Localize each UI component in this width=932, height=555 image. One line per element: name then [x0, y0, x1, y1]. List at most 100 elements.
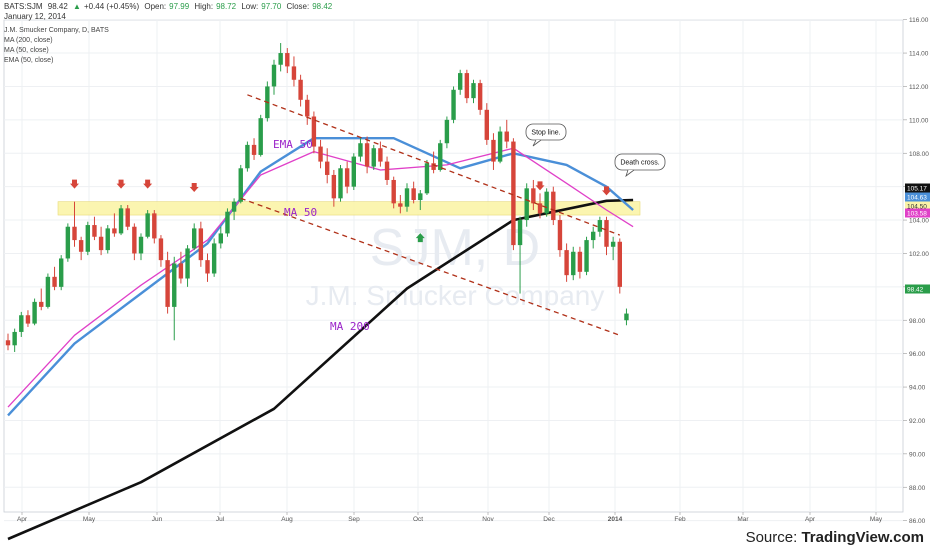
candle — [112, 213, 117, 237]
support-zone — [57, 201, 641, 216]
symbol[interactable]: BATS:SJM — [4, 2, 43, 11]
candle-body — [591, 231, 596, 241]
candle — [591, 226, 596, 249]
candle — [59, 255, 64, 291]
candle-body — [132, 226, 137, 254]
buy-arrow — [415, 233, 425, 243]
candle — [517, 216, 523, 294]
watermark-name: J.M. Smucker Company — [306, 280, 605, 311]
price-tag-box — [905, 192, 930, 202]
last-price: 98.42 — [47, 2, 68, 11]
candle-body — [112, 228, 117, 234]
x-tick-label: Feb — [674, 516, 686, 523]
candle — [511, 138, 516, 251]
candle-body — [178, 263, 184, 279]
candle — [610, 236, 616, 261]
candle-body — [39, 301, 44, 307]
candle — [225, 208, 230, 237]
candle — [19, 311, 24, 337]
candle — [418, 189, 423, 211]
y-tick-label: 104.00 — [909, 218, 929, 225]
candle — [92, 216, 97, 241]
x-tick-label: Apr — [17, 516, 28, 523]
candle-body — [238, 168, 243, 202]
candle-body — [424, 163, 430, 194]
candle-body — [172, 263, 177, 307]
candle-body — [258, 118, 263, 155]
candle — [78, 236, 84, 261]
candle — [172, 256, 177, 341]
candle — [531, 179, 536, 211]
candle-body — [431, 163, 436, 170]
candle — [12, 328, 17, 352]
candle — [431, 151, 436, 174]
candle-body — [285, 53, 290, 67]
candle — [458, 69, 463, 95]
candle-body — [205, 260, 210, 274]
candle — [358, 138, 363, 162]
candle — [497, 126, 503, 164]
candle — [32, 298, 37, 326]
candle — [251, 138, 257, 160]
candle-body — [198, 228, 204, 261]
time-axis[interactable]: Apr May Jun Jul Aug Sep Oct Nov Dec 2014 Feb Mar Apr… — [17, 512, 883, 523]
candle-body — [491, 139, 496, 162]
stop-line-callout: Stop line. — [525, 123, 567, 141]
candle-body — [271, 64, 277, 87]
legend-ma50[interactable]: MA (50, close) — [4, 47, 49, 54]
candle-body — [118, 208, 124, 234]
candle-body — [371, 148, 376, 167]
candle — [378, 141, 383, 167]
open-label: Open: — [144, 2, 167, 11]
price-tag: 98.42 — [905, 284, 930, 294]
x-tick-label: 2014 — [608, 516, 623, 523]
candle-body — [305, 99, 310, 117]
trend-channel — [240, 94, 621, 336]
candle — [125, 205, 130, 231]
candle — [65, 223, 71, 262]
candle — [238, 164, 243, 204]
candle — [544, 188, 549, 217]
source-brand: TradingView.com — [801, 529, 924, 546]
candle — [424, 159, 430, 195]
sell-arrow — [189, 182, 199, 192]
candle — [218, 226, 223, 249]
candle-body — [571, 251, 576, 276]
candle-body — [45, 276, 51, 307]
candle — [271, 59, 277, 95]
candle — [571, 246, 576, 281]
price-tag-label: 103.58 — [907, 211, 927, 218]
close-value: 98.42 — [312, 2, 333, 11]
candle — [211, 238, 217, 277]
legend-ema50[interactable]: EMA (50, close) — [4, 57, 54, 64]
ma50-line — [7, 136, 634, 417]
price-tag-box — [905, 284, 930, 294]
candle-body — [338, 168, 343, 199]
price-axis[interactable]: 84.0086.0088.0090.0092.0094.0096.0098.00… — [903, 17, 929, 555]
candle-body — [65, 226, 71, 259]
legend-ma200[interactable]: MA (200, close) — [4, 37, 53, 44]
candle-body — [251, 144, 257, 155]
candle-body — [298, 79, 303, 100]
price-tag: 104.50 — [905, 201, 930, 211]
y-tick-label: 108.00 — [909, 151, 929, 158]
source-prefix: Source: — [745, 529, 802, 546]
candle — [491, 133, 496, 170]
candle — [318, 139, 323, 169]
candle-body — [278, 53, 283, 65]
x-tick-label: Mar — [737, 516, 749, 523]
x-tick-label: Jul — [216, 516, 225, 523]
ema50-annotation: EMA 50 — [273, 138, 313, 151]
indicator-lines — [7, 136, 634, 541]
price-tag-box — [905, 201, 930, 211]
candle-body — [418, 193, 423, 201]
candle — [158, 235, 164, 267]
candle-body — [165, 260, 170, 307]
death-cross-text: Death cross. — [620, 160, 659, 167]
candle — [398, 195, 403, 214]
candle — [245, 141, 250, 172]
candle-body — [225, 211, 230, 234]
candle — [25, 310, 31, 327]
